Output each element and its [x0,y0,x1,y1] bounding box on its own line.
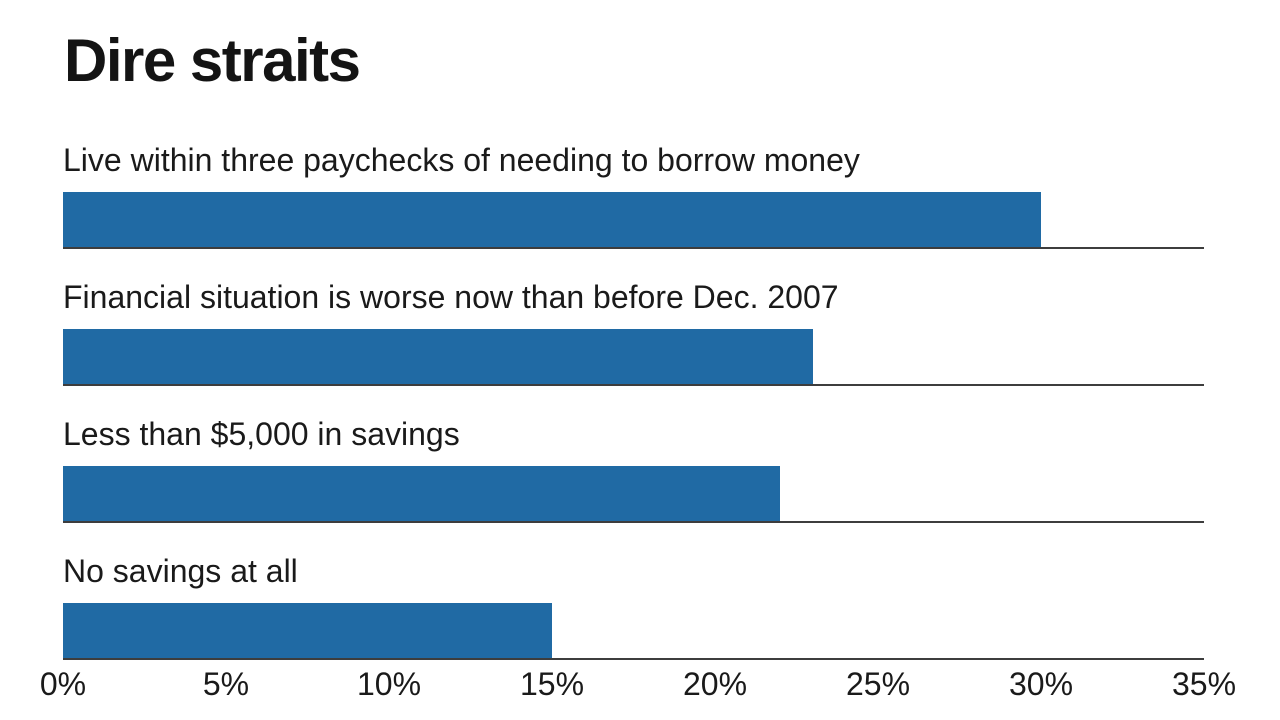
bar-label: No savings at all [63,553,298,589]
row-baseline [63,247,1204,249]
bar-row: Financial situation is worse now than be… [63,277,1204,414]
bar-label: Less than $5,000 in savings [63,416,460,452]
x-axis-tick-label: 5% [202,666,250,702]
bar-row: Less than $5,000 in savings [63,414,1204,551]
bar-label: Financial situation is worse now than be… [63,279,839,315]
bar [63,466,780,521]
bar-row: Live within three paychecks of needing t… [63,140,1204,277]
chart-title: Dire straits [64,27,361,94]
x-axis-tick-label: 20% [682,666,748,702]
x-axis-tick-label: 30% [1008,666,1074,702]
bar-label: Live within three paychecks of needing t… [63,142,860,178]
row-baseline [63,521,1204,523]
row-baseline [63,658,1204,660]
row-baseline [63,384,1204,386]
x-axis-tick-label: 35% [1171,666,1237,702]
x-axis-tick-label: 0% [39,666,87,702]
bar [63,329,813,384]
x-axis-tick-label: 15% [519,666,585,702]
bar [63,192,1041,247]
x-axis-tick-label: 25% [845,666,911,702]
bar-row: No savings at all [63,551,1204,688]
bar [63,603,552,658]
x-axis-tick-label: 10% [356,666,422,702]
